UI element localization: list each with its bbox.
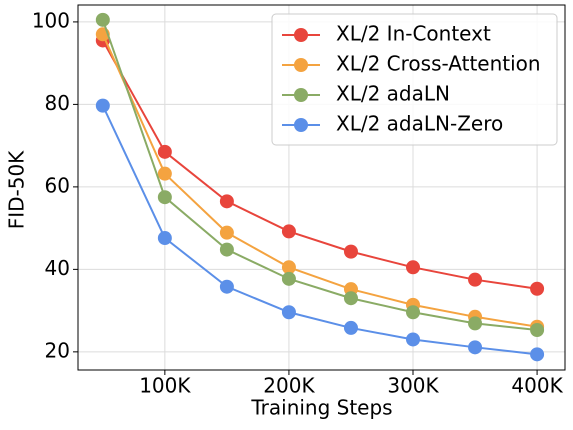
x-tick-label: 200K <box>263 374 315 398</box>
data-point <box>219 242 234 257</box>
y-axis-label: FID-50K <box>5 150 29 229</box>
data-point <box>157 166 172 181</box>
data-point <box>468 340 483 355</box>
x-tick-label: 100K <box>139 374 191 398</box>
data-point <box>95 98 110 113</box>
data-point <box>343 320 358 335</box>
data-point <box>406 332 421 347</box>
x-tick-label: 400K <box>511 374 563 398</box>
legend-box <box>271 13 558 146</box>
data-point <box>219 279 234 294</box>
legend-label: XL/2 In-Context <box>336 22 491 46</box>
data-point <box>530 281 545 296</box>
data-point <box>219 225 234 240</box>
y-tick-label: 80 <box>45 91 70 115</box>
data-point <box>406 260 421 275</box>
series-line <box>101 19 538 331</box>
data-point <box>157 144 172 159</box>
legend-marker <box>294 88 308 102</box>
y-tick-label: 100 <box>32 8 70 32</box>
series-line <box>101 33 538 328</box>
series-line <box>101 39 538 290</box>
legend-marker <box>294 118 308 132</box>
y-tick-label: 40 <box>45 256 70 280</box>
data-point <box>219 194 234 209</box>
x-tick-label: 300K <box>387 374 439 398</box>
data-point <box>157 231 172 246</box>
data-point <box>281 260 296 275</box>
y-tick-label: 20 <box>45 338 70 362</box>
data-point <box>157 190 172 205</box>
legend-label: XL/2 adaLN-Zero <box>336 112 503 136</box>
data-point <box>281 224 296 239</box>
data-point <box>468 272 483 287</box>
data-point <box>281 305 296 320</box>
legend-label: XL/2 adaLN <box>336 82 450 106</box>
data-point <box>406 305 421 320</box>
data-point <box>530 347 545 362</box>
data-point <box>468 316 483 331</box>
legend-marker <box>294 28 308 42</box>
plot-frame <box>77 4 566 371</box>
data-point <box>281 271 296 286</box>
data-point <box>343 244 358 259</box>
data-point <box>530 322 545 337</box>
legend-marker <box>294 58 308 72</box>
legend-label: XL/2 Cross-Attention <box>336 52 541 76</box>
x-axis-label: Training Steps <box>250 396 392 420</box>
series-line <box>101 105 538 356</box>
data-point <box>95 12 110 27</box>
y-tick-label: 60 <box>45 173 70 197</box>
data-point <box>343 291 358 306</box>
